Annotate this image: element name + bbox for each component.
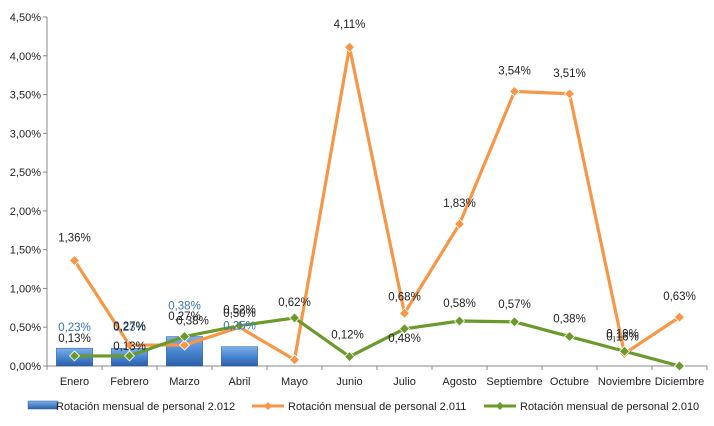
point-marker: [673, 311, 686, 323]
point-marker: [68, 350, 81, 362]
y-tick-label: 4,00%: [10, 51, 41, 63]
point-marker: [508, 85, 521, 98]
point-marker: [343, 351, 356, 363]
y-tick-label: 3,00%: [10, 128, 41, 140]
legend-item: Rotación mensual de personal 2.011: [252, 401, 466, 413]
data-label: 0,25%: [223, 321, 256, 333]
legend-label: Rotación mensual de personal 2.010: [520, 401, 699, 413]
data-label: 3,51%: [553, 68, 586, 80]
legend-item: Rotación mensual de personal 2.010: [484, 401, 699, 413]
data-label: 0,38%: [553, 314, 586, 326]
y-tick-label: 2,00%: [10, 206, 41, 218]
point-marker: [233, 320, 246, 332]
series-line: [74, 316, 680, 368]
legend-marker: [496, 402, 504, 410]
point-marker: [68, 254, 81, 267]
data-labels: 0,23% 0,23% 0,38% 0,25% 1,36% 0,27% 0,27% 0,50%…: [58, 19, 696, 353]
data-label: 0,19%: [606, 328, 639, 340]
legend: Rotación mensual de personal 2.012 Rotaci…: [27, 400, 699, 413]
line-series: [68, 41, 686, 372]
data-label: 0,52%: [223, 305, 256, 317]
data-label: 0,23%: [58, 322, 91, 334]
x-tick-label: Diciembre: [655, 376, 705, 388]
data-label: 0,27%: [168, 311, 201, 323]
data-label: 0,38%: [176, 316, 209, 328]
y-tick-label: 2,50%: [10, 167, 41, 179]
legend-label: Rotación mensual de personal 2.012: [56, 401, 235, 413]
legend-item: Rotación mensual de personal 2.012: [27, 400, 235, 413]
legend-label: Rotación mensual de personal 2.011: [288, 401, 466, 413]
data-label: 0,13%: [113, 341, 146, 353]
data-label: 0,13%: [58, 333, 91, 345]
x-tick-label: Mayo: [281, 376, 308, 388]
y-tick-label: 1,00%: [10, 283, 41, 295]
x-tick-label: Octubre: [550, 376, 589, 388]
point-marker: [508, 316, 521, 328]
point-marker: [398, 307, 411, 319]
data-label: 0,16%: [606, 332, 639, 344]
point-marker: [398, 323, 411, 335]
data-label: 0,50%: [223, 308, 256, 320]
point-marker: [618, 345, 631, 357]
point-marker: [288, 312, 301, 324]
data-label: 0,27%: [113, 321, 146, 333]
data-label: 0,57%: [498, 299, 531, 311]
data-label: 3,54%: [498, 65, 531, 77]
data-label: 0,62%: [278, 297, 311, 309]
point-marker: [123, 350, 136, 362]
data-label: 0,68%: [388, 291, 421, 303]
x-tick-label: Febrero: [110, 376, 149, 388]
legend-swatch: [27, 400, 59, 410]
x-tick-label: Julio: [393, 376, 416, 388]
data-label: 1,36%: [58, 233, 91, 245]
data-label: 4,11%: [334, 19, 366, 31]
legend-marker: [264, 402, 272, 410]
x-tick-label: Septiembre: [486, 376, 542, 388]
data-label: 1,83%: [443, 198, 476, 210]
data-label: 0,48%: [388, 333, 421, 345]
point-marker: [453, 315, 466, 327]
point-marker: [123, 339, 136, 351]
bar: [221, 346, 258, 367]
axes: 0,00% 0,50% 1,00% 1,50% 2,00% 2,50% 3,00% 3,50%…: [10, 12, 708, 388]
x-tick-label: Abril: [228, 376, 250, 388]
x-tick-label: Noviembre: [598, 376, 651, 388]
x-tick-label: Enero: [60, 376, 89, 388]
point-marker: [453, 218, 466, 230]
y-tick-label: 0,50%: [10, 322, 41, 334]
point-marker: [563, 330, 576, 343]
x-tick-label: Marzo: [169, 376, 200, 388]
y-tick-label: 0,00%: [10, 361, 41, 373]
y-tick-label: 1,50%: [10, 245, 41, 257]
series-line: [73, 45, 681, 362]
y-tick-label: 4,50%: [10, 12, 41, 24]
point-marker: [178, 339, 191, 351]
point-marker: [343, 41, 356, 53]
data-label: 0,38%: [168, 301, 201, 313]
data-label: 0,58%: [443, 298, 476, 310]
y-tick-label: 3,50%: [10, 90, 41, 102]
point-marker: [288, 354, 301, 366]
x-tick-label: Junio: [336, 376, 362, 388]
data-label: 0,63%: [663, 291, 696, 303]
point-marker: [178, 330, 191, 343]
x-tick-label: Agosto: [442, 376, 476, 388]
point-marker: [563, 88, 576, 100]
data-label: 0,23%: [113, 322, 146, 334]
data-label: 0,12%: [331, 330, 364, 342]
point-marker: [673, 360, 686, 372]
